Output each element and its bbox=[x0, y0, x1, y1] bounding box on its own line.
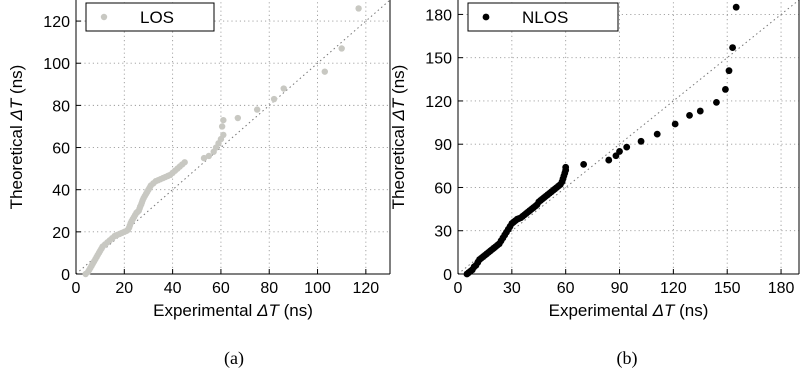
y-tick-label: 20 bbox=[52, 225, 70, 242]
x-axis-title-unit: (ns) bbox=[279, 301, 313, 320]
y-axis-title-prefix: Theoretical bbox=[389, 120, 408, 209]
data-point bbox=[623, 143, 631, 151]
data-point bbox=[732, 3, 740, 11]
data-point bbox=[722, 86, 729, 93]
data-point bbox=[220, 131, 227, 139]
reference-line bbox=[75, 0, 391, 275]
legend: NLOS bbox=[467, 2, 619, 32]
x-tick-label: 180 bbox=[768, 280, 795, 297]
x-tick-label: 120 bbox=[352, 280, 379, 297]
y-tick-label: 120 bbox=[43, 14, 70, 31]
y-tick-label: 60 bbox=[434, 180, 452, 197]
y-tick-label: 150 bbox=[425, 51, 452, 68]
legend: LOS bbox=[85, 2, 215, 32]
data-point bbox=[696, 107, 704, 115]
panel-caption: (a) bbox=[224, 348, 244, 369]
y-tick-label: 80 bbox=[52, 98, 70, 115]
y-tick-label: 90 bbox=[434, 137, 452, 154]
x-tick-label: 0 bbox=[72, 280, 81, 297]
x-axis-title-symbol: ΔT bbox=[652, 301, 676, 320]
x-tick-label: 40 bbox=[164, 280, 182, 297]
data-point bbox=[713, 98, 720, 106]
scatter-panel-a: 0 20 40 60 80 100 120 0 20 40 60 80 100 120 LOS Experim… bbox=[7, 0, 391, 369]
data-point bbox=[580, 161, 588, 168]
x-tick-label: 100 bbox=[304, 280, 331, 297]
data-point bbox=[605, 156, 613, 164]
x-axis-title: Experimental ΔT (ns) bbox=[549, 301, 709, 320]
x-axis-title-prefix: Experimental bbox=[549, 301, 653, 320]
data-point bbox=[181, 159, 188, 166]
y-axis-title: Theoretical ΔT (ns) bbox=[7, 65, 26, 210]
x-tick-label: 150 bbox=[714, 280, 741, 297]
data-point bbox=[234, 114, 242, 122]
data-point bbox=[616, 148, 623, 155]
y-tick-label: 0 bbox=[61, 267, 70, 284]
x-tick-label: 120 bbox=[660, 280, 687, 297]
x-tick-label: 20 bbox=[115, 280, 133, 297]
panel-caption: (b) bbox=[617, 348, 638, 369]
y-axis-title-unit: (ns) bbox=[389, 65, 408, 99]
data-point bbox=[338, 45, 345, 52]
y-axis-title-symbol: ΔT bbox=[389, 97, 408, 121]
y-axis-title: Theoretical ΔT (ns) bbox=[389, 65, 408, 210]
y-tick-label: 30 bbox=[434, 224, 452, 241]
data-point bbox=[729, 44, 736, 51]
y-tick-label: 40 bbox=[52, 183, 70, 200]
data-point bbox=[562, 163, 570, 171]
x-axis-title-prefix: Experimental bbox=[153, 301, 257, 320]
data-point bbox=[725, 67, 733, 75]
legend-box bbox=[85, 2, 215, 32]
data-point bbox=[637, 137, 645, 145]
y-axis-title-unit: (ns) bbox=[7, 65, 26, 99]
x-tick-label: 80 bbox=[260, 280, 278, 297]
x-tick-label: 90 bbox=[611, 280, 629, 297]
legend-marker bbox=[100, 13, 108, 21]
data-point bbox=[253, 106, 261, 113]
data-point bbox=[653, 130, 661, 138]
y-tick-label: 100 bbox=[43, 56, 70, 73]
x-tick-label: 60 bbox=[212, 280, 230, 297]
x-tick-label: 60 bbox=[557, 280, 575, 297]
data-point bbox=[205, 152, 213, 160]
x-axis-title: Experimental ΔT (ns) bbox=[153, 301, 313, 320]
x-tick-label: 0 bbox=[454, 280, 463, 297]
legend-box bbox=[467, 2, 619, 32]
data-point bbox=[686, 111, 693, 119]
data-point bbox=[200, 154, 208, 162]
data-point bbox=[355, 5, 362, 12]
data-point bbox=[270, 95, 278, 103]
y-tick-label: 180 bbox=[425, 7, 452, 24]
scatter-panel-b: 0 30 60 90 120 150 180 0 30 60 90 120 150 180 NLOS Expe… bbox=[389, 0, 800, 369]
y-axis-title-prefix: Theoretical bbox=[7, 120, 26, 209]
data-point bbox=[220, 116, 227, 124]
x-tick-label: 30 bbox=[503, 280, 521, 297]
reference-line bbox=[457, 0, 800, 275]
legend-marker bbox=[482, 13, 490, 21]
data-point bbox=[218, 123, 226, 130]
y-tick-label: 120 bbox=[425, 94, 452, 111]
x-axis-title-symbol: ΔT bbox=[256, 301, 280, 320]
data-point bbox=[280, 85, 287, 92]
data-point bbox=[321, 68, 328, 75]
y-axis-title-symbol: ΔT bbox=[7, 97, 26, 121]
y-tick-label: 0 bbox=[443, 267, 452, 284]
legend-label: NLOS bbox=[522, 8, 568, 27]
y-tick-label: 60 bbox=[52, 141, 70, 158]
x-axis-title-unit: (ns) bbox=[674, 301, 708, 320]
legend-label: LOS bbox=[140, 8, 174, 27]
data-point bbox=[671, 120, 679, 128]
